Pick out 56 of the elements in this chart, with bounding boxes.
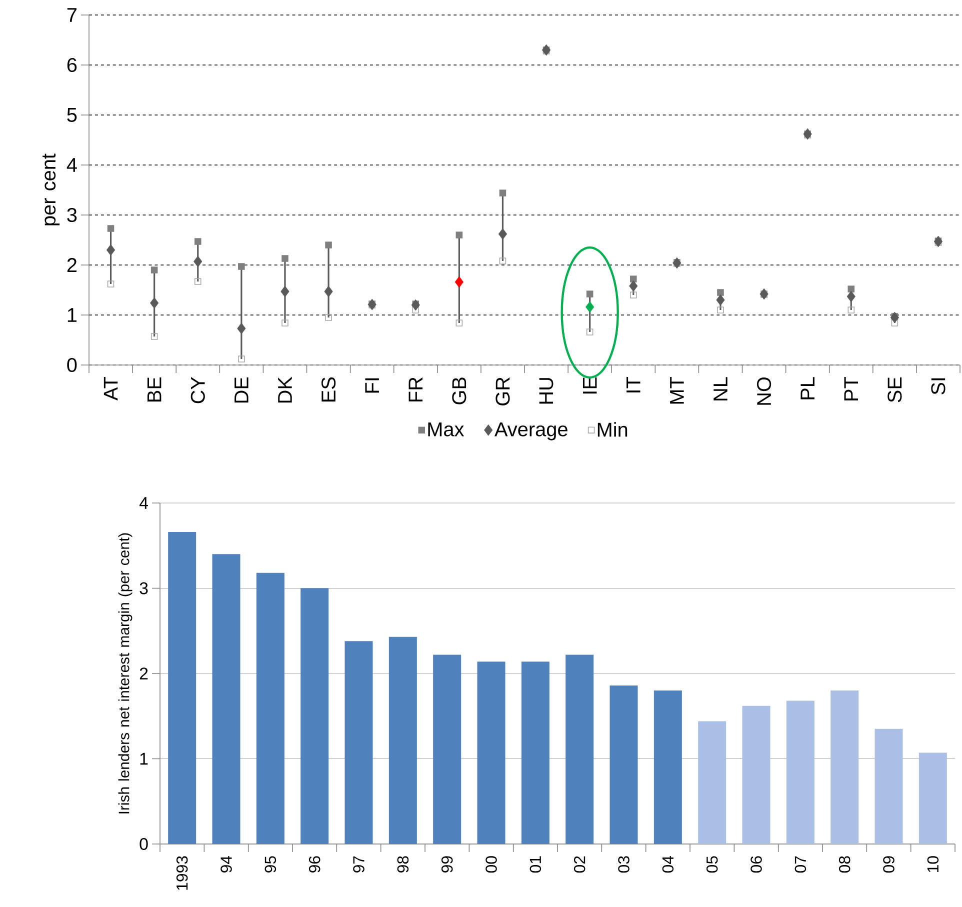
x-tick-label: GR xyxy=(496,377,510,406)
x-tick-label: SE xyxy=(888,377,902,402)
y-tick-label: 2 xyxy=(67,258,76,272)
x-tick-label: NL xyxy=(714,377,728,400)
x-tick-label: 98 xyxy=(397,856,409,872)
x-tick-label: 04 xyxy=(662,856,674,873)
x-tick-label: PL xyxy=(800,377,814,400)
x-tick-label: 08 xyxy=(838,856,850,873)
x-tick-label: BE xyxy=(147,377,162,402)
x-tick-label: FR xyxy=(408,377,422,402)
x-tick-label: 97 xyxy=(353,856,364,872)
x-tick-label: 96 xyxy=(308,856,320,872)
y-tick-label: 7 xyxy=(67,8,76,22)
x-tick-label: PT xyxy=(844,376,858,400)
y-tick-label: 6 xyxy=(67,58,77,72)
x-tick-label: 95 xyxy=(264,856,276,872)
x-tick-label: FI xyxy=(365,378,379,393)
x-tick-label: 01 xyxy=(530,856,542,873)
legend-label: Min xyxy=(598,422,628,437)
y-tick-label: 3 xyxy=(67,208,77,222)
x-tick-label: 10 xyxy=(927,856,939,872)
x-tick-label: 06 xyxy=(750,856,762,873)
x-tick-label: 00 xyxy=(486,856,497,873)
x-tick-label: 02 xyxy=(574,856,586,873)
legend-label: Average xyxy=(494,422,568,440)
x-tick-label: 05 xyxy=(706,856,718,873)
x-tick-label: MT xyxy=(670,376,684,404)
x-tick-label: DK xyxy=(278,376,292,403)
x-tick-label: 09 xyxy=(883,856,894,873)
legend-label: Max xyxy=(428,422,464,436)
y-tick-label: 0 xyxy=(67,358,77,372)
x-tick-label: AT xyxy=(104,376,118,400)
x-tick-label: NO xyxy=(756,377,772,405)
x-tick-label: IE xyxy=(582,377,597,394)
x-tick-label: 94 xyxy=(220,856,232,872)
x-tick-label: SI xyxy=(931,378,946,394)
y-tick-label: 4 xyxy=(66,158,77,172)
y-tick-label: 5 xyxy=(67,108,77,122)
y-tick-label: 0 xyxy=(140,838,148,850)
x-tick-label: GB xyxy=(452,378,466,404)
y-axis-title: per cent xyxy=(42,154,60,226)
x-tick-label: DE xyxy=(234,377,248,403)
x-tick-label: CY xyxy=(190,376,205,404)
y-tick-label: 4 xyxy=(139,497,148,509)
x-tick-label: 07 xyxy=(794,856,806,873)
x-tick-label: 99 xyxy=(441,856,453,872)
y-tick-label: 1 xyxy=(140,752,148,765)
y-tick-label: 3 xyxy=(140,582,148,594)
x-tick-label: IT xyxy=(626,376,640,392)
y-tick-label: 2 xyxy=(140,668,148,680)
y-tick-label: 1 xyxy=(68,308,77,322)
x-tick-label: ES xyxy=(321,377,336,402)
x-tick-label: HU xyxy=(539,378,554,404)
x-tick-label: 1993 xyxy=(176,856,188,890)
x-tick-label: 03 xyxy=(618,856,630,873)
y-axis-title: Irish lenders net interest margin (per cent) xyxy=(118,533,132,814)
